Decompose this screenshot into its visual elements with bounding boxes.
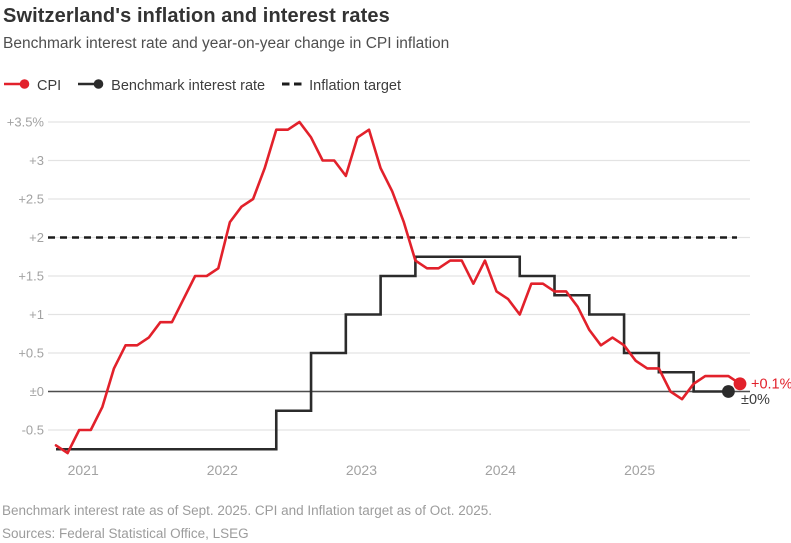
y-axis-tick-label: +1.5 [18,269,44,284]
page-title: Switzerland's inflation and interest rat… [3,5,390,27]
chart-footnote: Benchmark interest rate as of Sept. 2025… [2,503,493,518]
x-axis-tick-label: 2021 [68,462,99,478]
dashed-line-icon [281,78,303,94]
cpi-end-dot [733,377,747,391]
y-axis-tick-label: +2.5 [18,192,44,207]
cpi-line-dot-icon [3,78,31,94]
legend-label-cpi: CPI [37,78,62,94]
legend-item-benchmark: Benchmark interest rate [77,78,265,94]
chart-sources: Sources: Federal Statistical Office, LSE… [2,526,249,541]
y-axis-tick-label: +0.5 [18,346,44,361]
y-axis-tick-label: +1 [29,307,44,322]
benchmark-rate-line [56,255,729,451]
y-axis-tick-label: +3 [29,153,44,168]
cpi-end-label: +0.1% [751,377,791,393]
benchmark-end-dot [722,385,735,398]
x-axis-tick-label: 2023 [346,462,377,478]
legend-item-cpi: CPI [3,78,61,94]
benchmark-end-label: ±0% [741,392,770,408]
x-axis-tick-label: 2025 [624,462,655,478]
legend-item-inflation-target: Inflation target [281,78,401,94]
x-axis-tick-label: 2022 [207,462,238,478]
y-axis-tick-label: ±0 [30,384,44,399]
y-axis-tick-label: -0.5 [22,423,44,438]
benchmark-line-dot-icon [77,78,105,94]
chart-legend: CPI Benchmark interest rate Inflation ta… [3,78,401,94]
legend-label-benchmark: Benchmark interest rate [111,78,266,94]
y-axis-tick-label: +2 [29,230,44,245]
x-axis-tick-label: 2024 [485,462,516,478]
legend-label-inflation-target: Inflation target [309,78,402,94]
cpi-line [54,120,742,455]
chart-subtitle: Benchmark interest rate and year-on-year… [3,35,450,52]
y-axis-tick-label: +3.5% [7,115,45,130]
